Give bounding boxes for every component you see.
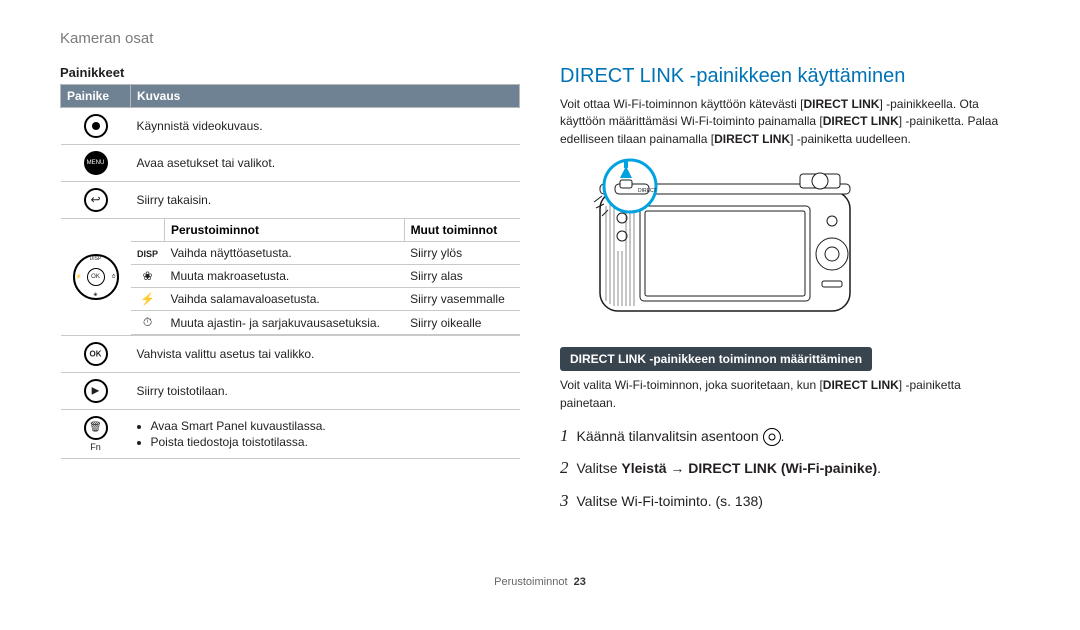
macro-other: Siirry alas [404,265,519,288]
disp-other: Siirry ylös [404,242,519,265]
trash-desc-list: Avaa Smart Panel kuvaustilassa. Poista t… [137,419,514,449]
table-row: OK DISP ⚡ ⏱ ❀ Perustoiminnot Muu [61,219,520,336]
trash-icon [84,416,108,440]
intro-paragraph: Voit ottaa Wi-Fi-toiminnon käyttöön käte… [560,96,1020,148]
row-play-desc: Siirry toistotilaan. [131,373,520,410]
buttons-heading: Painikkeet [60,65,520,80]
step-1: 1Käännä tilanvalitsin asentoon . [560,420,1020,452]
table-row: Vahvista valittu asetus tai valikko. [61,336,520,373]
menu-icon [84,151,108,175]
trash-bullet: Avaa Smart Panel kuvaustilassa. [151,419,514,433]
page-footer: Perustoiminnot 23 [0,576,1080,588]
record-icon [84,114,108,138]
fn-label: Fn [67,442,125,452]
ok-icon [84,342,108,366]
row-record-desc: Käynnistä videokuvaus. [131,108,520,145]
table-row: Fn Avaa Smart Panel kuvaustilassa. Poist… [61,410,520,459]
macro-basic: Muuta makroasetusta. [165,265,405,288]
th-basic: Perustoiminnot [165,219,405,242]
steps-list: 1Käännä tilanvalitsin asentoon . 2Valits… [560,420,1020,517]
direct-link-section: DIRECT LINK -painikkeen käyttäminen Voit… [560,65,1020,517]
camera-illustration: DIRECT [560,156,1020,331]
disp-basic: Vaihda näyttöasetusta. [165,242,405,265]
svg-text:DIRECT: DIRECT [638,188,657,194]
dpad-subtable: Perustoiminnot Muut toiminnot DISP Vaihd… [131,219,520,335]
th-button: Painike [61,85,131,108]
timer-other: Siirry oikealle [404,311,519,335]
trash-bullet: Poista tiedostoja toistotilassa. [151,435,514,449]
row-menu-desc: Avaa asetukset tai valikot. [131,145,520,182]
step-2: 2Valitse Yleistä → DIRECT LINK (Wi-Fi-pa… [560,452,1020,484]
timer-icon: ⏱ [131,311,165,335]
section-title: DIRECT LINK -painikkeen käyttäminen [560,65,1020,88]
dpad-icon: OK DISP ⚡ ⏱ ❀ [73,254,119,300]
timer-basic: Muuta ajastin- ja sarjakuvausasetuksia. [165,311,405,335]
mode-dial-icon [763,428,781,446]
table-row: Siirry toistotilaan. [61,373,520,410]
flash-basic: Vaihda salamavaloasetusta. [165,288,405,311]
back-icon [84,188,108,212]
callout-heading: DIRECT LINK -painikkeen toiminnon määrit… [560,347,872,371]
breadcrumb: Kameran osat [60,30,1020,47]
flash-other: Siirry vasemmalle [404,288,519,311]
flash-icon: ⚡ [131,288,165,311]
th-desc: Kuvaus [131,85,520,108]
step-3: 3Valitse Wi-Fi-toiminto. (s. 138) [560,485,1020,517]
table-row: Käynnistä videokuvaus. [61,108,520,145]
disp-icon: DISP [137,249,158,259]
table-row: Avaa asetukset tai valikot. [61,145,520,182]
table-row: Siirry takaisin. [61,182,520,219]
play-icon [84,379,108,403]
macro-icon: ❀ [131,265,165,288]
row-back-desc: Siirry takaisin. [131,182,520,219]
th-other: Muut toiminnot [404,219,519,242]
row-ok-desc: Vahvista valittu asetus tai valikko. [131,336,520,373]
buttons-table: Painike Kuvaus Käynnistä videokuvaus. Av… [60,84,520,459]
callout-paragraph: Voit valita Wi-Fi-toiminnon, joka suorit… [560,377,1020,412]
buttons-section: Painikkeet Painike Kuvaus Käynnistä vide… [60,65,520,517]
